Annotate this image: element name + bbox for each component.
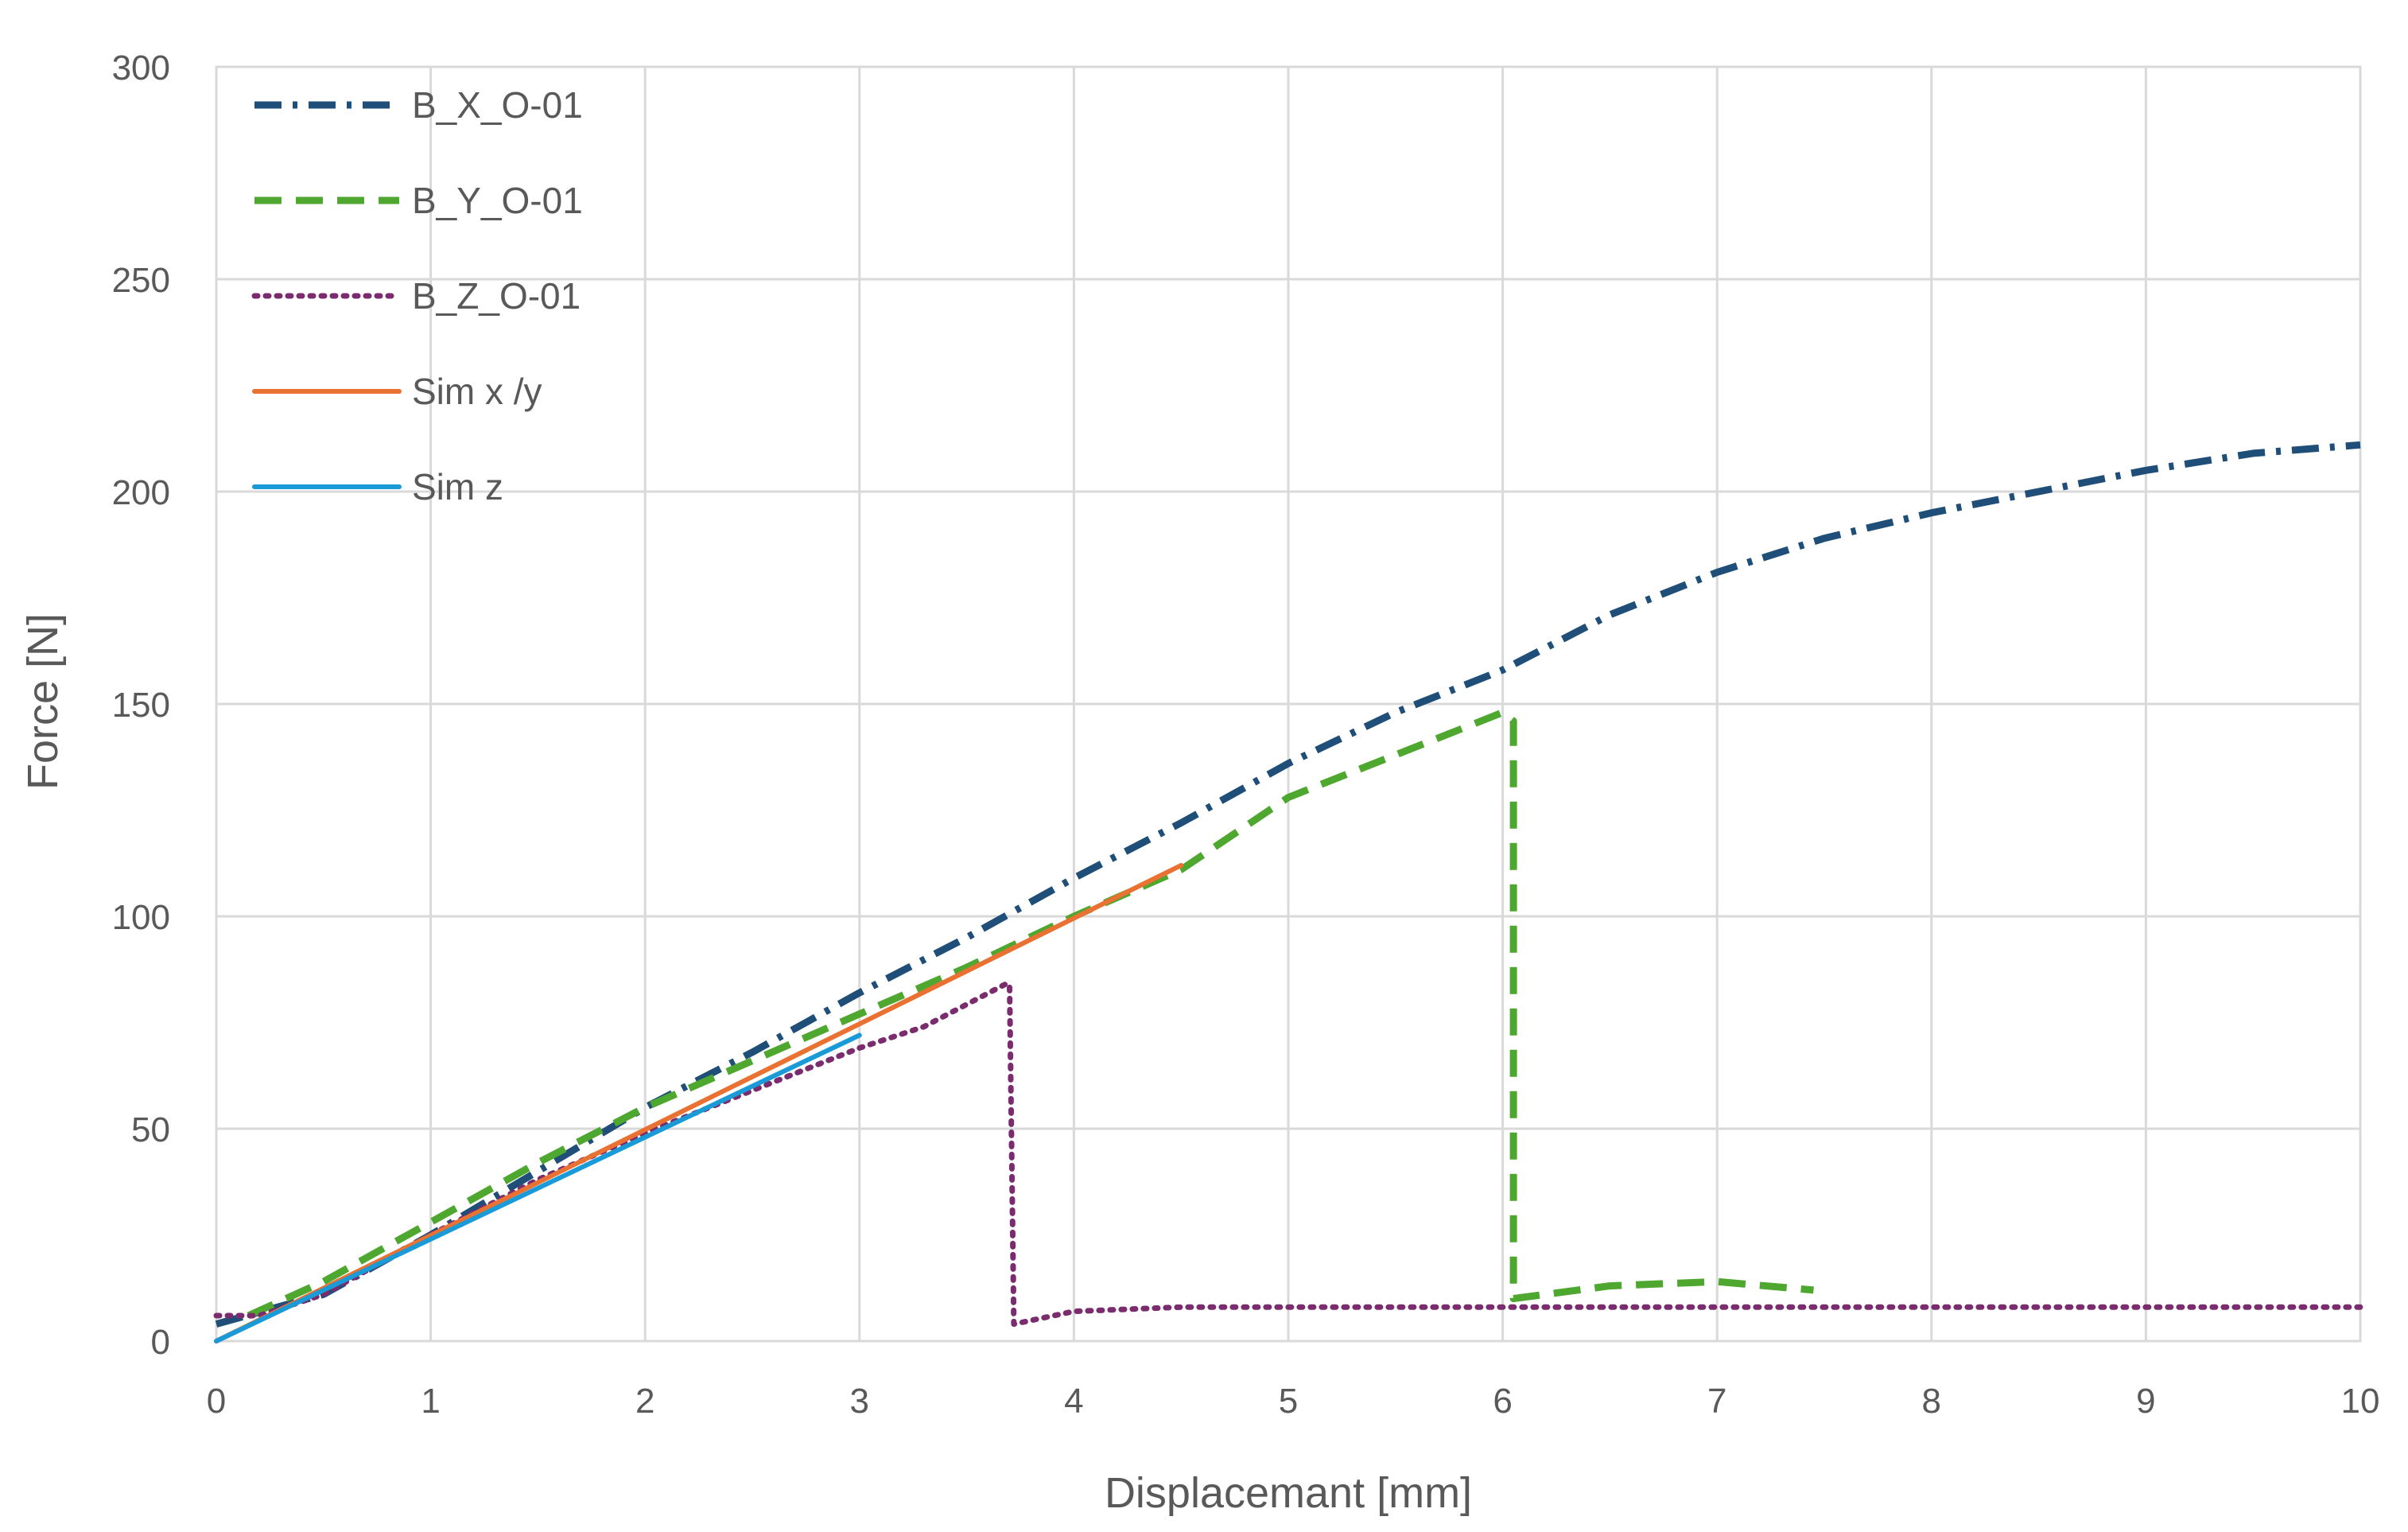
x-tick-label: 2 bbox=[635, 1382, 654, 1421]
legend-label: Sim x /y bbox=[412, 371, 542, 412]
y-tick-label: 100 bbox=[112, 898, 170, 937]
x-tick-label: 3 bbox=[850, 1382, 869, 1421]
x-axis-title: Displacemant [mm] bbox=[1105, 1469, 1472, 1517]
x-tick-label: 7 bbox=[1707, 1382, 1726, 1421]
y-axis-title: Force [N] bbox=[19, 613, 67, 790]
series-line-sim-z bbox=[214, 1032, 862, 1343]
series-line-b-x-o-01 bbox=[215, 441, 2361, 1328]
plot-area-border bbox=[215, 65, 2362, 1343]
y-tick-label: 50 bbox=[131, 1110, 170, 1149]
series-line-b-z-o-01 bbox=[213, 981, 2363, 1328]
x-tick-label: 10 bbox=[2341, 1382, 2380, 1421]
x-tick-label: 1 bbox=[421, 1382, 440, 1421]
x-tick-label: 4 bbox=[1064, 1382, 1083, 1421]
series-line-b-y-o-01 bbox=[247, 709, 1814, 1320]
legend: B_X_O-01 B_Y_O-01 B_Z_O-01 Sim x /y Sim z bbox=[251, 84, 583, 507]
y-tick-label: 150 bbox=[112, 686, 170, 725]
series-line-sim-x-y bbox=[214, 862, 1184, 1343]
y-tick-label: 0 bbox=[151, 1323, 170, 1362]
x-tick-label: 0 bbox=[207, 1382, 226, 1421]
x-tick-label: 9 bbox=[2136, 1382, 2155, 1421]
y-tick-label: 300 bbox=[112, 49, 170, 87]
legend-label: B_Y_O-01 bbox=[412, 180, 583, 221]
x-tick-label: 6 bbox=[1493, 1382, 1512, 1421]
axis-layer: Displacemant [mm] Force [N] 0 1 2 3 4 5 6 7 8 9 10… bbox=[19, 49, 2379, 1517]
x-tick-label: 5 bbox=[1279, 1382, 1298, 1421]
y-tick-label: 250 bbox=[112, 261, 170, 300]
series-layer bbox=[213, 441, 2363, 1343]
grid-layer bbox=[215, 65, 2362, 1343]
legend-label: B_X_O-01 bbox=[412, 84, 583, 126]
y-tick-label: 200 bbox=[112, 473, 170, 512]
legend-label: B_Z_O-01 bbox=[412, 275, 581, 317]
x-tick-label: 8 bbox=[1922, 1382, 1941, 1421]
legend-label: Sim z bbox=[412, 466, 503, 507]
